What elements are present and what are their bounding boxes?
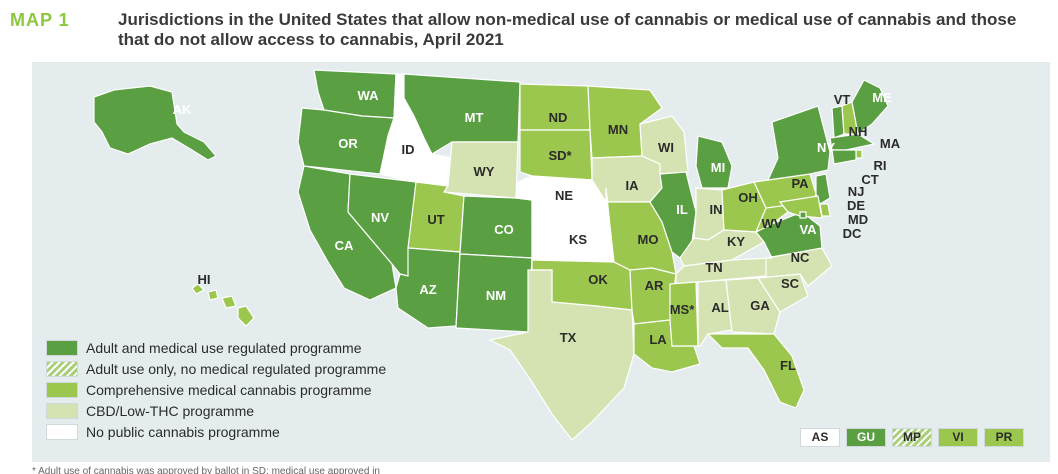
state-shapes [93, 69, 889, 441]
state-label-fl: FL [780, 358, 796, 373]
state-label-or: OR [338, 136, 358, 151]
state-md [778, 195, 823, 219]
state-label-az: AZ [419, 282, 436, 297]
state-label-nh: NH [849, 124, 868, 139]
state-label-sc: SC [781, 276, 800, 291]
state-label-ok: OK [588, 272, 608, 287]
state-ri [855, 149, 863, 159]
state-label-ky: KY [727, 234, 745, 249]
legend-label: Adult use only, no medical regulated pro… [86, 360, 387, 377]
state-label-ri: RI [874, 158, 887, 173]
map-number: MAP 1 [10, 10, 70, 30]
state-wy [442, 141, 519, 199]
state-ma [829, 133, 876, 151]
state-label-ne: NE [555, 188, 573, 203]
state-label-nd: ND [549, 110, 568, 125]
state-ct [831, 149, 857, 165]
state-labels: AK WA OR CA NV ID MT WY UT AZ CO NM ND SD* NE KS OK TX MN I… [173, 88, 901, 373]
legend-swatch [46, 360, 78, 377]
state-label-wa: WA [358, 88, 380, 103]
state-label-wv: WV [762, 216, 783, 231]
state-label-tn: TN [705, 260, 722, 275]
state-label-ca: CA [335, 238, 354, 253]
legend-swatch [46, 339, 78, 356]
legend-label: CBD/Low-THC programme [86, 402, 255, 419]
territory-pr: PR [984, 428, 1024, 447]
legend-label: Adult and medical use regulated programm… [86, 339, 362, 356]
state-label-ks: KS [569, 232, 587, 247]
legend-item-adult-medical: Adult and medical use regulated programm… [46, 337, 386, 358]
state-label-ma: MA [880, 136, 901, 151]
legend-swatch [46, 381, 78, 398]
state-label-dc: DC [843, 226, 862, 241]
legend-swatch [46, 423, 78, 440]
state-label-mn: MN [608, 122, 628, 137]
legend-label: Comprehensive medical cannabis programme [86, 381, 372, 398]
state-label-ny: NY [817, 140, 835, 155]
state-mt [403, 73, 521, 155]
state-label-nv: NV [371, 210, 389, 225]
state-label-nc: NC [791, 250, 810, 265]
state-label-in: IN [710, 202, 723, 217]
state-label-la: LA [649, 332, 667, 347]
map-panel: AK WA OR CA NV ID MT WY UT AZ CO NM ND SD* NE KS OK TX MN I… [32, 62, 1050, 462]
state-ms [669, 281, 699, 347]
legend-label: No public cannabis programme [86, 423, 280, 440]
footnote: * Adult use of cannabis was approved by … [32, 466, 382, 474]
us-map: AK WA OR CA NV ID MT WY UT AZ CO NM ND SD* NE KS OK TX MN I… [93, 69, 901, 441]
state-label-pa: PA [791, 176, 809, 191]
state-label-vt: VT [834, 92, 851, 107]
territory-mp: MP [892, 428, 932, 447]
legend-item-medical: Comprehensive medical cannabis programme [46, 379, 386, 400]
state-label-tx: TX [560, 330, 577, 345]
territory-gu: GU [846, 428, 886, 447]
state-label-ga: GA [750, 298, 770, 313]
state-il [649, 171, 697, 259]
state-label-sd: SD* [548, 148, 572, 163]
legend-item-none: No public cannabis programme [46, 421, 386, 442]
state-label-wy: WY [474, 164, 495, 179]
territory-vi: VI [938, 428, 978, 447]
state-hi [191, 283, 255, 327]
map-title: Jurisdictions in the United States that … [118, 10, 1017, 49]
territories: AS GU MP VI PR [800, 428, 1024, 447]
state-label-wi: WI [658, 140, 674, 155]
state-dc [799, 211, 807, 219]
state-label-oh: OH [738, 190, 758, 205]
state-label-il: IL [676, 202, 688, 217]
state-ny [767, 105, 831, 181]
state-label-me: ME [872, 90, 892, 105]
state-label-ak: AK [173, 102, 192, 117]
state-nc [757, 247, 833, 287]
state-label-mt: MT [465, 110, 484, 125]
state-label-ia: IA [626, 178, 640, 193]
state-label-ar: AR [645, 278, 664, 293]
state-va [755, 211, 823, 259]
territory-as: AS [800, 428, 840, 447]
state-label-de: DE [847, 198, 865, 213]
state-label-md: MD [848, 212, 868, 227]
state-label-hi: HI [198, 272, 211, 287]
state-label-co: CO [494, 222, 514, 237]
state-label-mo: MO [638, 232, 659, 247]
state-label-ut: UT [427, 212, 444, 227]
legend-swatch [46, 402, 78, 419]
state-label-ms: MS* [670, 302, 696, 317]
state-label-ct: CT [861, 172, 878, 187]
legend: Adult and medical use regulated programm… [46, 337, 386, 442]
state-label-nj: NJ [848, 184, 865, 199]
state-tx [488, 269, 635, 441]
legend-item-cbd: CBD/Low-THC programme [46, 400, 386, 421]
state-label-mi: MI [711, 160, 725, 175]
legend-item-adult-only: Adult use only, no medical regulated pro… [46, 358, 386, 379]
state-fl [706, 333, 805, 409]
state-label-id: ID [402, 142, 415, 157]
state-ak [93, 85, 217, 161]
state-label-al: AL [711, 300, 728, 315]
state-label-va: VA [799, 222, 817, 237]
state-label-nm: NM [486, 288, 506, 303]
state-nj [815, 173, 831, 205]
